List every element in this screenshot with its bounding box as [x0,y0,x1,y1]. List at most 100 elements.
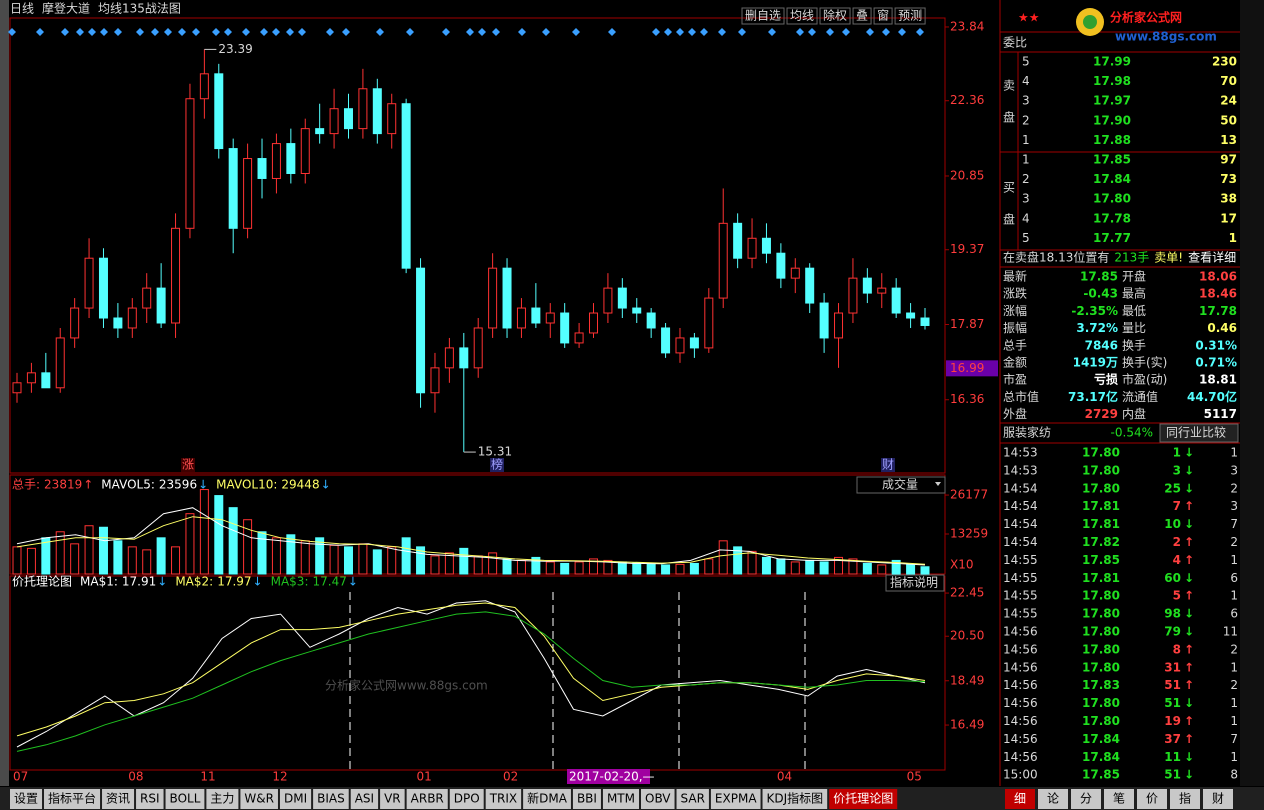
tab-label[interactable]: DMI [284,792,307,806]
candle-body [12,382,22,394]
side-tab-label[interactable]: 分 [1080,792,1092,806]
volume-dropdown[interactable] [856,476,946,494]
tab[interactable] [449,789,484,809]
tab-label[interactable]: VR [384,792,401,806]
dropdown-arrow[interactable] [935,482,941,486]
side-tab-label[interactable]: 财 [1212,792,1224,806]
indicator-button-label[interactable]: 指标说明 [890,575,938,590]
toolbar-button-frame[interactable] [741,7,785,25]
tab[interactable] [350,789,379,809]
quote-label: 流通值 [1122,389,1158,404]
indicator-button[interactable] [885,574,945,592]
tab[interactable] [165,789,205,809]
volume-bar [358,543,368,575]
tab-label[interactable]: KDJ指标图 [767,791,824,806]
tab[interactable] [762,789,828,809]
toolbar-button[interactable]: 预测 [898,9,922,23]
toolbar-button[interactable]: 均线 [790,9,814,23]
tab[interactable] [602,789,639,809]
tab-label[interactable]: 指标平台 [48,791,96,806]
side-tab[interactable] [1203,789,1233,809]
side-tab-label[interactable]: 论 [1047,792,1059,806]
industry-button-label[interactable]: 同行业比较 [1166,425,1226,440]
side-tab-label[interactable]: 笔 [1113,791,1125,806]
signal-diamond [298,28,306,36]
toolbar-button-frame[interactable] [819,7,851,25]
tab[interactable] [641,789,675,809]
tab-label[interactable]: OBV [645,792,671,806]
toolbar-button-frame[interactable] [852,7,872,25]
tab[interactable] [829,789,898,809]
quote-label: 振幅 [1003,320,1027,335]
tab[interactable] [676,789,709,809]
toolbar-button[interactable]: 删自选 [745,9,781,23]
tab[interactable] [279,789,312,809]
side-tab-label[interactable]: 价 [1146,792,1158,806]
tab[interactable] [523,789,571,809]
tick-time: 14:56 [1003,750,1038,764]
side-tab[interactable] [1104,789,1134,809]
order-level: 2 [1022,113,1030,127]
side-tab[interactable] [1005,789,1035,809]
quote-label: 开盘 [1122,269,1146,284]
side-tab[interactable] [1170,789,1200,809]
tab-label[interactable]: ASI [355,792,374,806]
tab[interactable] [380,789,405,809]
tab-label[interactable]: EXPMA [715,792,757,806]
tab-label[interactable]: 价托理论图 [833,792,893,806]
industry-button[interactable] [1159,423,1239,443]
candle-body [444,347,454,369]
toolbar-button[interactable]: 除权 [823,8,847,23]
tab-label[interactable]: BOLL [170,792,201,806]
toolbar-button-frame[interactable] [786,7,818,25]
tab[interactable] [485,789,522,809]
tab-label[interactable]: MTM [607,792,635,806]
tab[interactable] [102,789,135,809]
tab-label[interactable]: BIAS [317,792,345,806]
tick-arrow: ↓ [1184,750,1194,764]
side-tab[interactable] [1137,789,1167,809]
tab-label[interactable]: 新DMA [527,791,568,806]
tab[interactable] [710,789,761,809]
tick-arrow: ↓ [1184,625,1194,639]
tab-label[interactable]: ARBR [411,792,444,806]
tab[interactable] [572,789,601,809]
legend-name: MAVOL10: [216,478,277,492]
side-tab[interactable] [1071,789,1101,809]
volume-dropdown-label[interactable]: 成交量 [882,477,918,492]
tab-label[interactable]: 资讯 [106,792,130,806]
candle-body [545,312,555,324]
candle-body [243,158,253,229]
side-tab-label[interactable]: 细 [1014,792,1026,806]
tab[interactable] [44,789,101,809]
tab[interactable] [240,789,278,809]
signal-diamond [478,28,486,36]
tab[interactable] [136,789,164,809]
tab-label[interactable]: RSI [140,792,160,806]
quote-label: 涨幅 [1003,303,1027,318]
signal-diamond [826,28,834,36]
tab-label[interactable]: TRIX [489,792,517,806]
side-tab[interactable] [1038,789,1068,809]
tab[interactable] [313,789,349,809]
tab-label[interactable]: BBI [577,792,597,806]
toolbar-button-frame[interactable] [894,7,926,25]
toolbar-button[interactable]: 叠 [856,9,868,23]
side-tab-label[interactable]: 指 [1179,791,1191,806]
notice-text[interactable]: 查看详细 [1188,250,1236,265]
tab-label[interactable]: SAR [681,792,705,806]
tab-label[interactable]: 主力 [210,792,234,806]
tick-volume: 60 [1164,571,1181,585]
tab-label[interactable]: W&R [244,792,274,806]
toolbar-button-frame[interactable] [873,7,893,25]
tab[interactable] [10,789,43,809]
tab-label[interactable]: 设置 [14,792,38,806]
signal-diamond [652,28,660,36]
tick-count: 7 [1230,517,1238,531]
tab[interactable] [406,789,448,809]
volume-bar [343,546,353,575]
tab-label[interactable]: DPO [454,792,480,806]
volume-bar [372,549,382,575]
toolbar-button[interactable]: 窗 [877,9,889,23]
tab[interactable] [206,789,239,809]
